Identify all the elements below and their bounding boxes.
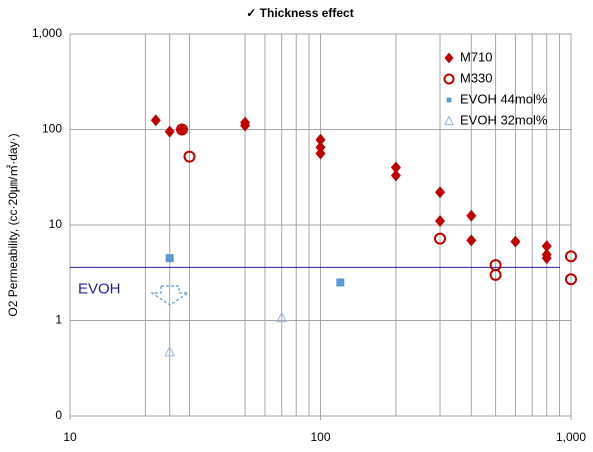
point	[315, 133, 326, 146]
point	[489, 268, 502, 281]
point	[390, 169, 401, 182]
point	[435, 186, 446, 199]
y-tick-label: 0	[55, 408, 62, 422]
point	[176, 123, 189, 136]
y-tick-label: 1,000	[32, 26, 62, 40]
point	[510, 235, 521, 248]
reference-label: EVOH	[78, 280, 121, 297]
y-tick-label: 1	[55, 313, 62, 327]
point	[177, 123, 188, 136]
point	[150, 114, 161, 127]
point	[434, 232, 447, 245]
point	[315, 141, 326, 154]
point	[565, 250, 577, 263]
legend-marker	[444, 115, 454, 126]
point	[466, 234, 477, 247]
point	[315, 147, 326, 160]
legend-label: EVOH 44mol%	[460, 91, 548, 106]
x-tick-label: 10	[63, 430, 77, 444]
point	[164, 345, 175, 357]
point	[541, 240, 552, 253]
point	[565, 273, 577, 286]
point	[165, 254, 174, 263]
legend-label: EVOH 32mol%	[460, 112, 548, 127]
point	[435, 215, 446, 228]
x-tick-label: 1,000	[556, 430, 586, 444]
legend-marker	[446, 97, 452, 103]
point	[466, 209, 477, 222]
chart-title: ✓ Thickness effect	[246, 6, 353, 20]
x-tick-label: 100	[310, 430, 330, 444]
point	[390, 161, 401, 174]
point	[336, 278, 345, 287]
point	[164, 125, 175, 138]
legend-marker	[443, 73, 455, 85]
y-axis-label: O2 Permeability, (cc·20㎛/㎡·day·)	[6, 133, 20, 316]
legend-marker	[444, 52, 454, 64]
point	[183, 150, 196, 163]
legend-label: M710	[460, 49, 493, 64]
point	[240, 119, 251, 132]
point	[541, 252, 552, 265]
point	[276, 311, 288, 323]
y-tick-label: 10	[49, 217, 63, 231]
y-tick-label: 100	[42, 122, 62, 136]
legend-label: M330	[460, 70, 493, 85]
